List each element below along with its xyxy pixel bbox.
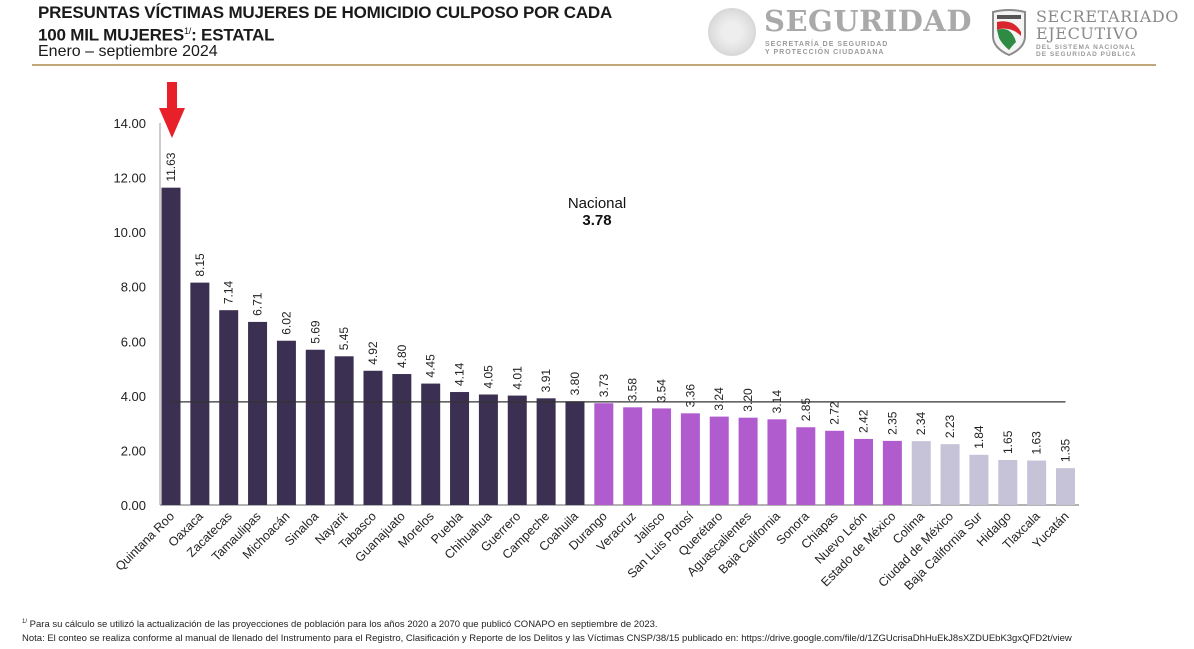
bar: [478, 394, 498, 505]
seguridad-subtitle-2: Y PROTECCIÓN CIUDADANA: [765, 49, 885, 56]
bar: [738, 417, 758, 505]
seguridad-subtitle-1: SECRETARÍA DE SEGURIDAD: [765, 41, 889, 48]
data-label: 2.85: [799, 398, 813, 422]
shield-icon: [992, 9, 1026, 56]
bar: [767, 419, 787, 505]
data-label: 1.84: [972, 425, 986, 449]
title-footnote-marker: 1/: [183, 26, 192, 36]
header-divider: [32, 64, 1156, 66]
data-label: 1.35: [1059, 438, 1073, 462]
data-label: 3.54: [655, 379, 669, 403]
bar: [276, 340, 296, 505]
bar: [623, 407, 643, 505]
bar-chart: 0.00 2.00 4.00 6.00 8.00 10.00 12.00 14.00 11.63…: [113, 82, 1079, 593]
bar: [334, 356, 354, 505]
data-label: 2.23: [943, 414, 957, 438]
title-line-1: PRESUNTAS VÍCTIMAS MUJERES DE HOMICIDIO …: [38, 3, 613, 22]
data-label: 11.63: [164, 152, 178, 181]
bar: [450, 392, 470, 505]
bar: [536, 398, 556, 505]
data-label: 2.42: [857, 409, 871, 433]
bar: [709, 416, 729, 505]
data-label: 3.24: [712, 387, 726, 411]
data-label: 5.45: [337, 327, 351, 351]
seguridad-wordmark: SEGURIDAD: [764, 4, 973, 38]
data-label: 1.65: [1001, 430, 1015, 454]
bar: [248, 321, 268, 505]
bar: [507, 395, 527, 505]
y-tick-label: 14.00: [113, 116, 146, 131]
title-line-2: 100 MIL MUJERES: [38, 25, 184, 45]
footnote-1: 1/ Para su cálculo se utilizó la actuali…: [22, 619, 658, 630]
data-label: 2.72: [828, 401, 842, 425]
bar: [1056, 468, 1075, 505]
bar: [363, 370, 383, 505]
data-label: 1.63: [1030, 431, 1044, 455]
data-label: 4.80: [395, 344, 409, 368]
data-label: 6.02: [279, 311, 293, 335]
bar: [392, 374, 412, 505]
bar: [969, 454, 989, 505]
bar: [190, 282, 210, 505]
bar: [1027, 460, 1047, 505]
data-label: 4.01: [510, 366, 524, 390]
data-label: 4.14: [453, 362, 467, 386]
data-label: 4.45: [424, 354, 438, 378]
data-label: 3.36: [683, 384, 697, 408]
data-label: 4.92: [366, 341, 380, 365]
national-seal-icon: [708, 8, 756, 56]
y-tick-label: 8.00: [121, 280, 146, 295]
bar: [594, 403, 614, 505]
secretariado-subtitle-2: DE SEGURIDAD PÚBLICA: [1036, 51, 1137, 58]
national-value: 3.78: [582, 212, 611, 229]
data-label: 3.20: [741, 388, 755, 412]
y-tick-label: 4.00: [121, 389, 146, 404]
secretariado-logo: SECRETARIADO EJECUTIVO DEL SISTEMA NACIO…: [990, 6, 1180, 60]
bar: [796, 427, 816, 505]
data-label: 8.15: [193, 253, 207, 277]
data-label: 7.14: [222, 280, 236, 304]
y-tick-label: 6.00: [121, 334, 146, 349]
data-label: 2.34: [914, 411, 928, 435]
bar: [882, 440, 902, 505]
bar: [219, 310, 239, 505]
footnote-1-text: Para su cálculo se utilizó la actualizac…: [27, 619, 658, 631]
bar: [940, 444, 960, 505]
data-label: 3.80: [568, 372, 582, 396]
bar: [161, 187, 181, 505]
data-label: 2.35: [885, 411, 899, 435]
bar: [680, 413, 700, 505]
data-label: 3.91: [539, 369, 553, 393]
y-tick-label: 0.00: [121, 498, 146, 513]
data-label: 3.73: [597, 374, 611, 398]
bar: [565, 401, 585, 505]
data-label: 6.71: [251, 292, 265, 316]
data-label: 4.05: [481, 365, 495, 389]
bar: [421, 383, 441, 505]
y-tick-label: 2.00: [121, 443, 146, 458]
bar: [854, 438, 874, 505]
y-tick-label: 12.00: [113, 171, 146, 186]
footnote-2: Nota: El conteo se realiza conforme al m…: [22, 633, 1072, 644]
arrow-down-icon: [159, 82, 185, 138]
secretariado-wordmark-2: EJECUTIVO: [1036, 24, 1139, 43]
chart-title: PRESUNTAS VÍCTIMAS MUJERES DE HOMICIDIO …: [38, 3, 612, 45]
chart-subtitle: Enero – septiembre 2024: [38, 43, 218, 60]
bar: [825, 430, 845, 505]
secretariado-wordmark-1: SECRETARIADO: [1036, 7, 1180, 26]
bar: [911, 441, 931, 505]
data-label: 3.58: [626, 378, 640, 402]
footnote-1-marker: 1/: [22, 619, 28, 625]
bar: [998, 459, 1018, 505]
seguridad-logo: SEGURIDAD SECRETARÍA DE SEGURIDAD Y PROT…: [708, 4, 973, 58]
national-label: Nacional: [568, 195, 626, 212]
title-line-2-suffix: : ESTATAL: [191, 25, 275, 45]
bar: [652, 408, 672, 505]
bar: [305, 349, 325, 505]
y-tick-label: 10.00: [113, 225, 146, 240]
data-label: 5.69: [308, 320, 322, 344]
secretariado-subtitle-1: DEL SISTEMA NACIONAL: [1036, 44, 1136, 51]
